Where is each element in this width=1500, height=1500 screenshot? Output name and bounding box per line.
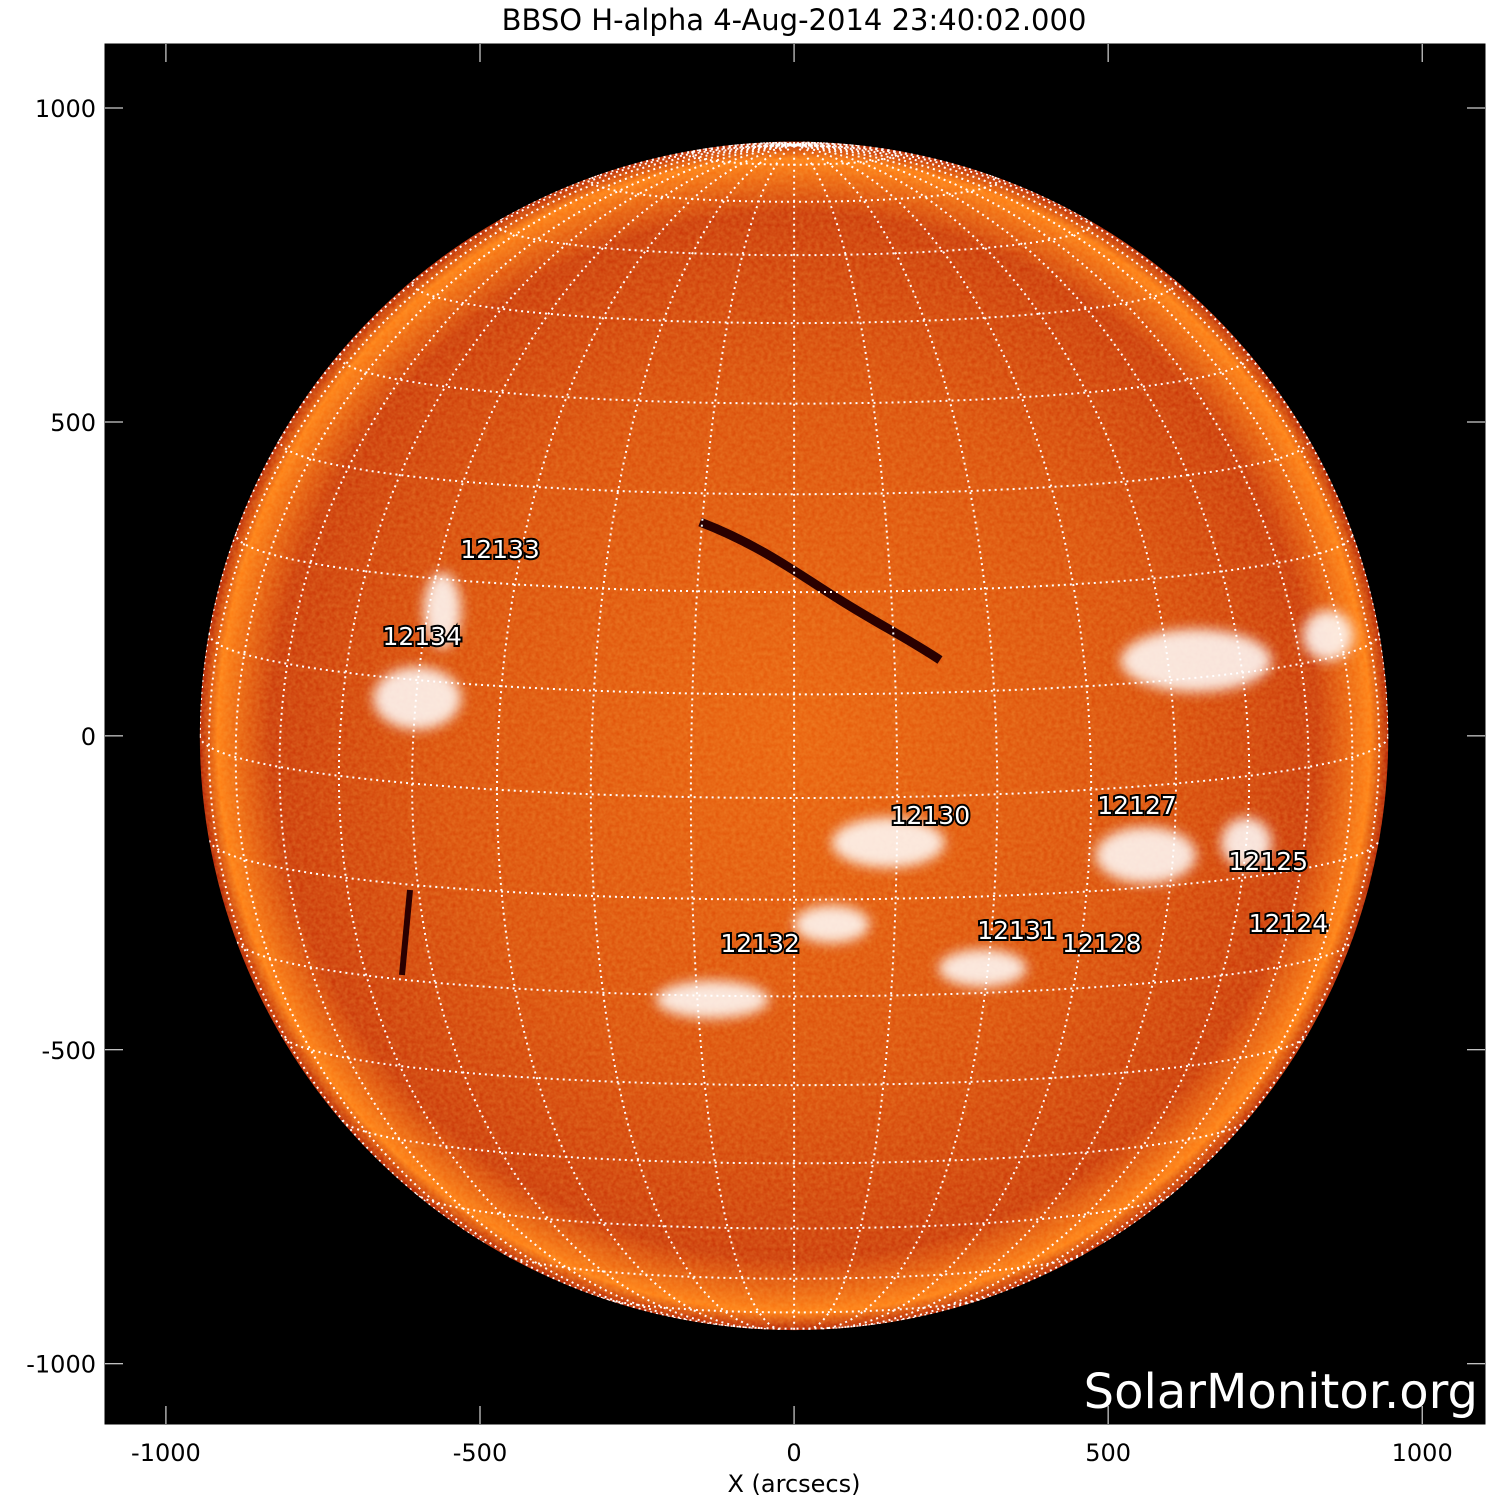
- plage: [1120, 629, 1272, 693]
- chromosphere-texture: [200, 142, 1389, 1331]
- active-region-label: 12130: [891, 801, 971, 830]
- active-region-label: 12133: [460, 535, 540, 564]
- active-region-label: 12125: [1229, 847, 1309, 876]
- grid-line: [730, 142, 795, 147]
- grid-line: [639, 143, 795, 163]
- plage: [938, 949, 1027, 988]
- grid-line: [689, 144, 795, 1331]
- y-tick-label: 500: [50, 409, 96, 437]
- grid-line: [793, 141, 805, 146]
- y-tick-label: -500: [42, 1037, 96, 1065]
- grid-line: [794, 143, 949, 163]
- watermark: SolarMonitor.org: [1084, 1364, 1478, 1420]
- grid-line: [600, 1296, 988, 1314]
- active-region-label: 12127: [1097, 791, 1177, 820]
- x-tick-label: -500: [453, 1439, 507, 1467]
- active-region-label: 12132: [720, 929, 800, 958]
- grid-line: [793, 143, 1178, 1329]
- grid-line: [234, 531, 1354, 594]
- grid-line: [794, 143, 1310, 1322]
- grid-line: [783, 141, 795, 146]
- grid-line: [794, 142, 858, 147]
- grid-line: [278, 143, 795, 1322]
- y-tick-label: 0: [81, 723, 96, 751]
- grid-line: [793, 143, 1093, 1330]
- heliographic-grid: [199, 141, 1389, 1331]
- plage: [423, 572, 462, 649]
- x-tick-label: 0: [786, 1439, 801, 1467]
- axis-ticks: -1000 -500 0 500 1000 1000 500 0 -500 -1000: [26, 44, 1485, 1467]
- x-tick-label: 1000: [1392, 1439, 1453, 1467]
- active-region-label: 12131: [977, 916, 1057, 945]
- grid-line: [794, 141, 835, 146]
- plage-regions: [373, 572, 1354, 1019]
- grid-line: [278, 438, 1310, 496]
- grid-line: [411, 143, 795, 1329]
- plage: [655, 980, 770, 1019]
- plage: [831, 817, 945, 868]
- x-tick-label: -1000: [131, 1439, 201, 1467]
- active-region-labels: 12133 12134 12130 12127 12125 12124 12131 12128…: [380, 533, 1330, 960]
- grid-line: [495, 217, 1093, 257]
- active-region-label: 12128: [1062, 929, 1142, 958]
- grid-line: [279, 1034, 1309, 1087]
- grid-line: [794, 143, 1389, 736]
- active-region-label: 12134: [382, 622, 462, 651]
- x-axis-label: X (arcsecs): [727, 1470, 860, 1498]
- grid-line: [337, 143, 795, 1326]
- filament: [399, 889, 413, 976]
- x-tick-label: 500: [1085, 1439, 1131, 1467]
- plage: [793, 905, 870, 944]
- grid-line: [234, 143, 795, 1306]
- plot-title: BBSO H-alpha 4-Aug-2014 23:40:02.000: [502, 3, 1087, 37]
- grid-line: [793, 143, 1251, 1326]
- y-tick-label: 1000: [35, 95, 96, 123]
- grid-line: [207, 633, 1381, 696]
- active-region-label: 12124: [1249, 909, 1329, 938]
- plage: [1221, 817, 1272, 868]
- grid-line: [411, 278, 1178, 325]
- y-tick-label: -1000: [26, 1351, 96, 1379]
- grid-line: [337, 352, 1251, 405]
- grid-line: [589, 173, 999, 203]
- plage: [1302, 610, 1354, 661]
- plage: [1095, 826, 1197, 884]
- grid-line: [495, 143, 795, 1330]
- grid-line: [794, 143, 1354, 1306]
- grid-line: [199, 143, 795, 736]
- filament: [698, 517, 943, 664]
- grid-line: [793, 141, 826, 146]
- grid-line: [340, 1119, 1248, 1165]
- grid-line: [793, 144, 899, 1331]
